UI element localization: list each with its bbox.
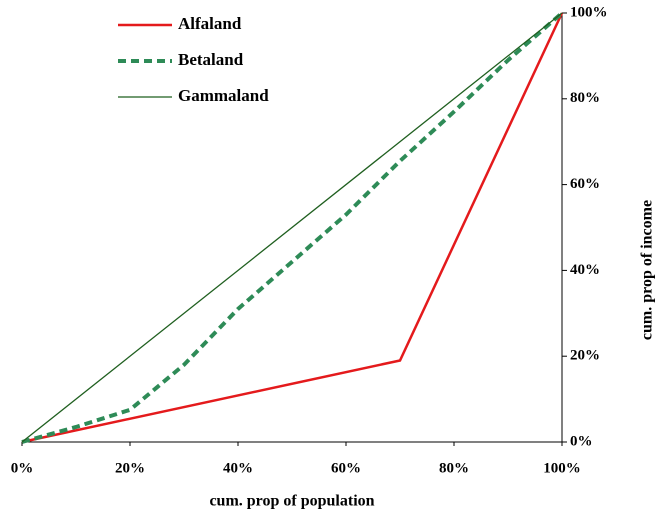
y-axis-title: cum. prop of income [639, 200, 656, 340]
legend-label: Alfaland [178, 14, 242, 33]
y-tick-label: 60% [570, 176, 600, 192]
x-tick-label: 40% [223, 460, 253, 476]
x-tick-label: 80% [439, 460, 469, 476]
y-tick-label: 0% [570, 433, 593, 449]
y-tick-label: 40% [570, 262, 600, 278]
legend-label: Gammaland [178, 86, 269, 105]
y-tick-label: 100% [570, 4, 608, 20]
x-tick-label: 0% [11, 460, 34, 476]
y-tick-label: 20% [570, 348, 600, 364]
x-tick-label: 20% [115, 460, 145, 476]
series-line [21, 11, 564, 444]
y-tick-label: 80% [570, 90, 600, 106]
x-tick-label: 60% [331, 460, 361, 476]
x-axis-title: cum. prop of population [209, 493, 374, 510]
legend-label: Betaland [178, 50, 244, 69]
series-line [21, 12, 563, 443]
series-line [21, 12, 564, 444]
x-tick-label: 100% [543, 460, 581, 476]
